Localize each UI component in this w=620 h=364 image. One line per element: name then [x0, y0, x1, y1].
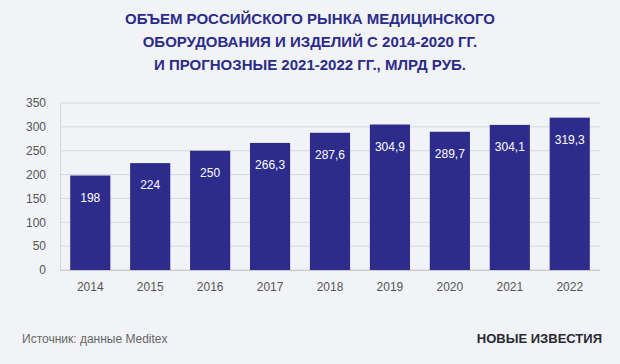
grid-line: [60, 103, 600, 104]
x-tick-label: 2015: [137, 280, 164, 294]
bar: [550, 118, 590, 270]
data-label: 289,7: [435, 147, 465, 161]
title: И ПРОГНОЗНЫЕ 2021-2022 ГГ., МЛРД РУБ.: [154, 56, 466, 73]
bar: [490, 125, 530, 270]
bar: [310, 133, 350, 270]
data-label: 250: [200, 166, 220, 180]
bar: [190, 151, 230, 270]
bar: [430, 132, 470, 270]
bar: [130, 163, 170, 270]
x-tick-label: 2021: [496, 280, 523, 294]
data-label: 266,3: [255, 158, 285, 172]
x-tick: 2020: [437, 270, 464, 294]
data-labels: 198 224 250 266,3 287,6 304,9 289,7 304,1 319,3: [80, 133, 585, 205]
y-axis: 0 50 100 150 200 250 300 350: [26, 96, 61, 277]
y-tick: 350: [26, 96, 60, 110]
x-tick: 2016: [197, 270, 224, 294]
y-tick: 50: [33, 239, 60, 253]
y-tick-label: 100: [26, 216, 46, 230]
y-tick: 250: [26, 144, 60, 158]
data-label: 198: [80, 191, 100, 205]
x-tick: 2018: [317, 270, 344, 294]
y-tick: 0: [39, 263, 60, 277]
grid: [60, 103, 600, 270]
bar: [250, 143, 290, 270]
x-tick: 2022: [556, 270, 583, 294]
bar: [370, 125, 410, 270]
y-tick: 300: [26, 120, 60, 134]
x-tick-label: 2022: [556, 280, 583, 294]
y-tick-label: 350: [26, 96, 46, 110]
x-tick-label: 2019: [377, 280, 404, 294]
title: ОБОРУДОВАНИЯ И ИЗДЕЛИЙ С 2014-2020 ГГ.: [143, 33, 478, 50]
title: ОБЪЕМ РОССИЙСКОГО РЫНКА МЕДИЦИНСКОГО: [125, 10, 495, 27]
x-tick: 2021: [496, 270, 523, 294]
x-tick-label: 2014: [77, 280, 104, 294]
y-tick-label: 250: [26, 144, 46, 158]
data-label: 304,9: [375, 140, 405, 154]
x-tick: 2017: [257, 270, 284, 294]
source: Источник: данные Meditex: [22, 332, 167, 346]
plot: 0501001502002503003502014201520162017201…: [26, 96, 601, 293]
y-tick: 150: [26, 192, 60, 206]
data-label: 319,3: [555, 133, 585, 147]
y-tick: 200: [26, 168, 60, 182]
x-tick-label: 2018: [317, 280, 344, 294]
x-tick-label: 2020: [437, 280, 464, 294]
x-tick: 2015: [137, 270, 164, 294]
bars: [70, 118, 590, 270]
data-label: 304,1: [495, 140, 525, 154]
y-tick-label: 0: [39, 263, 46, 277]
y-tick-label: 150: [26, 192, 46, 206]
logo: НОВЫЕ ИЗВЕСТИЯ: [477, 331, 602, 346]
x-axis: 2014 2015 2016 2017 2018 2019 2020 2021 2022: [61, 270, 601, 294]
x-tick-label: 2017: [257, 280, 284, 294]
x-tick: 2019: [377, 270, 404, 294]
y-tick-label: 200: [26, 168, 46, 182]
background: [0, 0, 620, 364]
data-label: 224: [140, 178, 160, 192]
data-label: 287,6: [315, 148, 345, 162]
x-axis-line: [61, 270, 601, 271]
y-tick-label: 50: [33, 239, 47, 253]
x-tick: 2014: [77, 270, 104, 294]
y-axis-line: [60, 104, 61, 271]
chart: ОБЪЕМ РОССИЙСКОГО РЫНКА МЕДИЦИНСКОГО ОБОР…: [0, 0, 620, 364]
y-tick: 100: [26, 216, 60, 230]
x-tick-label: 2016: [197, 280, 224, 294]
y-tick-label: 300: [26, 120, 46, 134]
bar: [70, 176, 110, 270]
